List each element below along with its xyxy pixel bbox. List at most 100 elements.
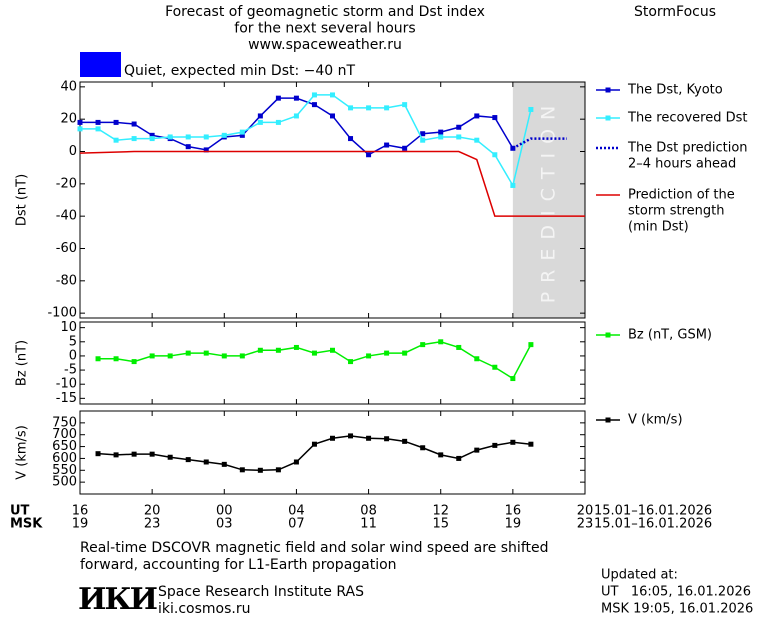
x-tick-label: 04	[288, 504, 305, 519]
series-marker	[95, 356, 101, 362]
series-marker	[275, 95, 281, 101]
series-marker	[185, 134, 191, 140]
series-marker	[510, 439, 516, 445]
y-tick-label: -20	[56, 176, 77, 191]
series-marker	[293, 459, 299, 465]
series-marker	[185, 457, 191, 463]
series-marker	[474, 356, 480, 362]
series-marker	[239, 353, 245, 359]
brand: StormFocus	[634, 4, 716, 20]
series-marker	[275, 347, 281, 353]
series-marker	[77, 119, 83, 125]
legend-label: Prediction of the	[628, 188, 735, 203]
series-marker	[438, 452, 444, 458]
series-marker	[203, 134, 209, 140]
status-swatch	[80, 52, 121, 77]
y-tick-label: 5	[69, 334, 77, 349]
series-marker	[510, 182, 516, 188]
series-marker	[257, 467, 263, 473]
y-tick-label: 0	[69, 348, 77, 363]
series-marker	[311, 102, 317, 108]
series-marker	[402, 350, 408, 356]
series-marker	[113, 356, 119, 362]
series-marker	[203, 459, 209, 465]
x-tick-label: 16	[505, 504, 522, 519]
series-marker	[311, 350, 317, 356]
series-marker	[311, 92, 317, 98]
series-marker	[420, 137, 426, 143]
series-marker	[203, 350, 209, 356]
x-tick-label: 19	[72, 517, 89, 532]
logo: ИКИ	[78, 582, 157, 617]
series-marker	[438, 339, 444, 345]
prediction-zone	[512, 82, 585, 318]
series-marker	[402, 438, 408, 444]
series-marker	[95, 126, 101, 132]
series-marker	[275, 467, 281, 473]
y-tick-label: -15	[56, 391, 77, 406]
title-line: Forecast of geomagnetic storm and Dst in…	[165, 4, 485, 20]
legend-label: storm strength	[628, 204, 725, 219]
series-marker	[257, 113, 263, 119]
series-line	[512, 137, 567, 150]
y-tick-label: 750	[52, 415, 77, 430]
y-tick-label: 550	[52, 463, 77, 478]
series-marker	[456, 344, 462, 350]
y-axis-label: V (km/s)	[15, 425, 30, 480]
y-axis-label: Bz (nT)	[15, 340, 30, 386]
series-marker	[384, 436, 390, 442]
y-axis-label: Dst (nT)	[15, 174, 30, 226]
status-text: Quiet, expected min Dst: −40 nT	[124, 63, 356, 79]
x-tick-label: 07	[288, 517, 305, 532]
series-marker	[420, 131, 426, 137]
series-marker	[348, 105, 354, 111]
series-marker	[167, 353, 173, 359]
series-marker	[456, 134, 462, 140]
series-marker	[95, 451, 101, 457]
series-marker	[402, 145, 408, 151]
series-marker	[293, 344, 299, 350]
series-marker	[221, 461, 227, 467]
legend-marker	[605, 115, 611, 121]
series-marker	[474, 113, 480, 119]
series-marker	[384, 350, 390, 356]
legend-marker	[605, 332, 611, 338]
series-marker	[131, 451, 137, 457]
legend-marker	[605, 417, 611, 423]
series-line	[98, 341, 532, 380]
series-marker	[131, 121, 137, 127]
note-line: Real-time DSCOVR magnetic field and sola…	[80, 540, 549, 556]
series-marker	[348, 359, 354, 365]
series-line	[80, 94, 532, 188]
y-tick-label: 500	[52, 475, 77, 490]
series-marker	[330, 92, 335, 98]
series-marker	[77, 126, 83, 132]
series-marker	[420, 445, 426, 451]
series-marker	[239, 467, 245, 473]
series-marker	[492, 115, 498, 121]
series-marker	[149, 132, 155, 138]
institute-line: Space Research Institute RAS	[158, 584, 364, 600]
legend-marker	[605, 87, 611, 93]
note-line: forward, accounting for L1-Earth propaga…	[80, 557, 397, 573]
series-marker	[366, 105, 372, 111]
panel-frame	[79, 321, 586, 405]
series-marker	[311, 441, 317, 447]
y-tick-label: 20	[60, 112, 77, 127]
updated-line: MSK 19:05, 16.01.2026	[601, 602, 753, 617]
series-marker	[95, 119, 101, 125]
legend-label: Bz (nT, GSM)	[628, 328, 712, 343]
title-line: for the next several hours	[234, 21, 415, 37]
x-tick-label: 19	[505, 517, 522, 532]
institute-line: iki.cosmos.ru	[158, 601, 250, 617]
y-tick-label: -5	[64, 363, 77, 378]
series-marker	[366, 435, 372, 441]
series-line	[79, 150, 585, 217]
series-marker	[257, 119, 263, 125]
updated-line: UT 16:05, 16.01.2026	[601, 585, 751, 600]
series-marker	[221, 132, 227, 138]
ut-range: 15.01–16.01.2026	[594, 504, 712, 519]
legend-label: V (km/s)	[628, 413, 683, 428]
series-marker	[113, 137, 119, 143]
series-marker	[330, 435, 335, 441]
